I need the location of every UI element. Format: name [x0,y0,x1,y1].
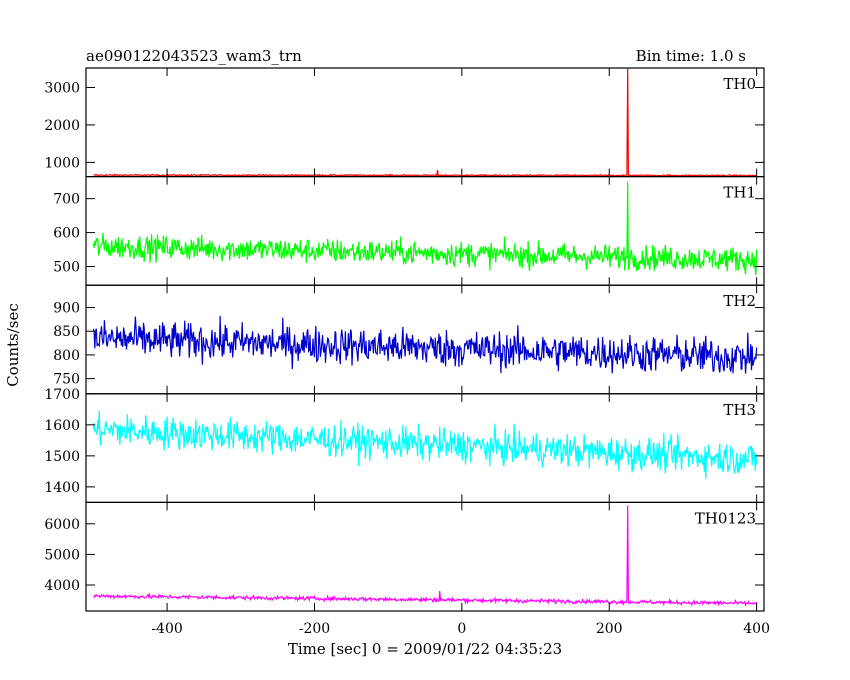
panel-th2: 750 800 850 900 TH2 [53,284,765,395]
x-tick-label: 0 [457,621,466,637]
panel-name-label: TH3 [723,401,756,419]
y-tick-label: 3000 [44,80,80,96]
y-tick-label: 500 [53,260,80,276]
panel-th0123: 4000 5000 6000 TH0123 [44,501,765,612]
x-tick-label: 400 [743,621,770,637]
panels-group: 1000 2000 3000 TH0 500 600 700 TH1 750 800 850 900 T… [44,67,765,612]
panel-th0: 1000 2000 3000 TH0 [44,67,765,178]
y-tick-label: 6000 [44,517,80,533]
panel-th1: 500 600 700 TH1 [53,176,765,286]
panel-frame [85,393,765,503]
y-tick-label: 1600 [44,418,80,434]
x-tick-label: -400 [151,621,182,637]
panel-name-label: TH2 [723,292,756,310]
y-tick-label: 800 [53,348,80,364]
panel-frame [85,67,765,178]
y-tick-label: 1500 [44,449,80,465]
panel-name-label: TH0 [723,75,756,93]
series-th3-line [92,410,758,479]
x-axis-tick-labels: -400 -200 0 200 400 [151,621,770,637]
x-tick-label: 200 [596,621,623,637]
y-tick-label: 1000 [44,155,80,171]
panel-name-label: TH0123 [695,509,756,527]
bin-time-label: Bin time: 1.0 s [636,47,746,65]
panel-name-label: TH1 [723,184,756,202]
chart-title: ae090122043523_wam3_trn [86,47,302,65]
y-tick-label: 600 [53,226,80,242]
y-tick-label: 1400 [44,480,80,496]
x-axis-label: Time [sec] 0 = 2009/01/22 04:35:23 [288,640,562,658]
y-tick-label: 700 [53,192,80,208]
series-th0123-line [93,505,758,607]
y-tick-label: 900 [53,300,80,316]
y-tick-label: 850 [53,324,80,340]
panel-th3: 1400 1500 1600 1700 TH3 [44,387,765,503]
y-tick-label: 2000 [44,118,80,134]
y-tick-label: 750 [53,372,80,388]
panel-frame [85,176,765,286]
series-th1-line [92,181,758,275]
y-tick-label: 5000 [44,547,80,563]
series-th2-line [92,315,758,374]
x-tick-label: -200 [299,621,330,637]
y-axis-label: Counts/sec [4,303,22,387]
y-tick-label: 1700 [44,387,80,403]
panel-frame [85,501,765,612]
y-tick-label: 4000 [44,578,80,594]
series-th0-line [93,68,757,177]
